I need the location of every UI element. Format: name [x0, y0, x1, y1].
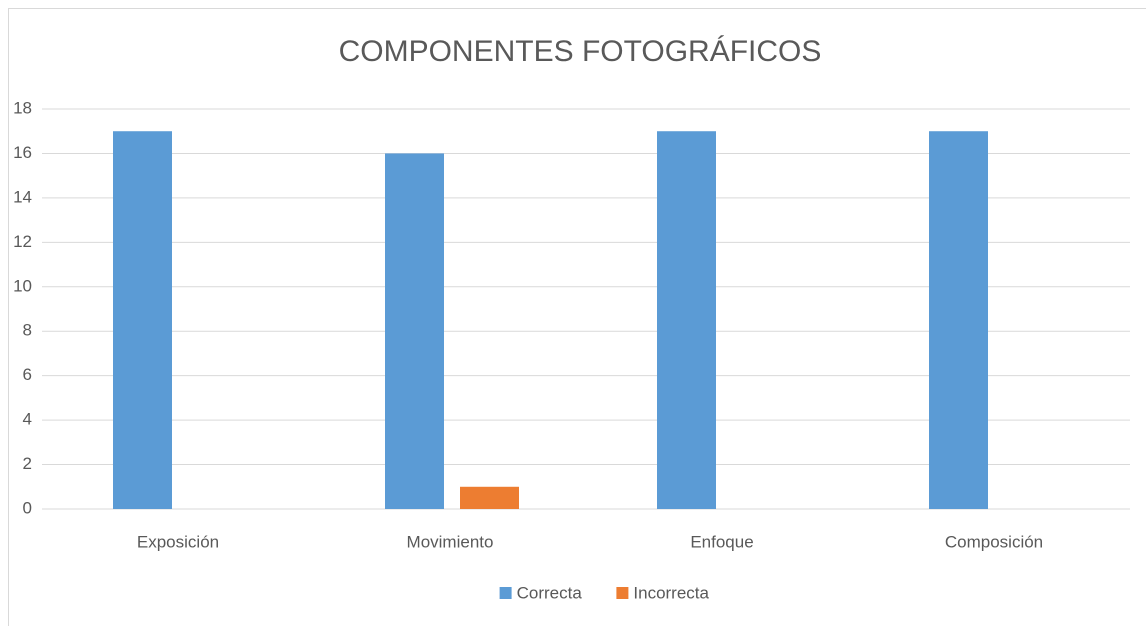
y-tick-label: 18 [13, 98, 32, 117]
y-tick-label: 6 [23, 365, 32, 384]
bar [657, 131, 716, 509]
y-tick-label: 12 [13, 232, 32, 251]
y-tick-label: 4 [23, 410, 32, 429]
y-tick-label: 0 [23, 498, 32, 517]
x-tick-label: Exposición [137, 532, 219, 551]
x-tick-label: Enfoque [690, 532, 753, 551]
y-tick-label: 10 [13, 276, 32, 295]
y-tick-label: 8 [23, 321, 32, 340]
x-tick-label: Composición [945, 532, 1043, 551]
bar [929, 131, 988, 509]
y-tick-label: 14 [13, 187, 32, 206]
legend-swatch [616, 587, 629, 599]
legend-label: Correcta [517, 583, 583, 602]
y-tick-label: 2 [23, 454, 32, 473]
bar [460, 486, 519, 509]
y-tick-label: 16 [13, 143, 32, 162]
chart-title: COMPONENTES FOTOGRÁFICOS [339, 35, 822, 68]
bar [385, 153, 444, 509]
bar [113, 131, 172, 509]
legend-label: Incorrecta [633, 583, 709, 602]
legend-swatch [499, 587, 512, 599]
x-tick-label: Movimiento [407, 532, 494, 551]
